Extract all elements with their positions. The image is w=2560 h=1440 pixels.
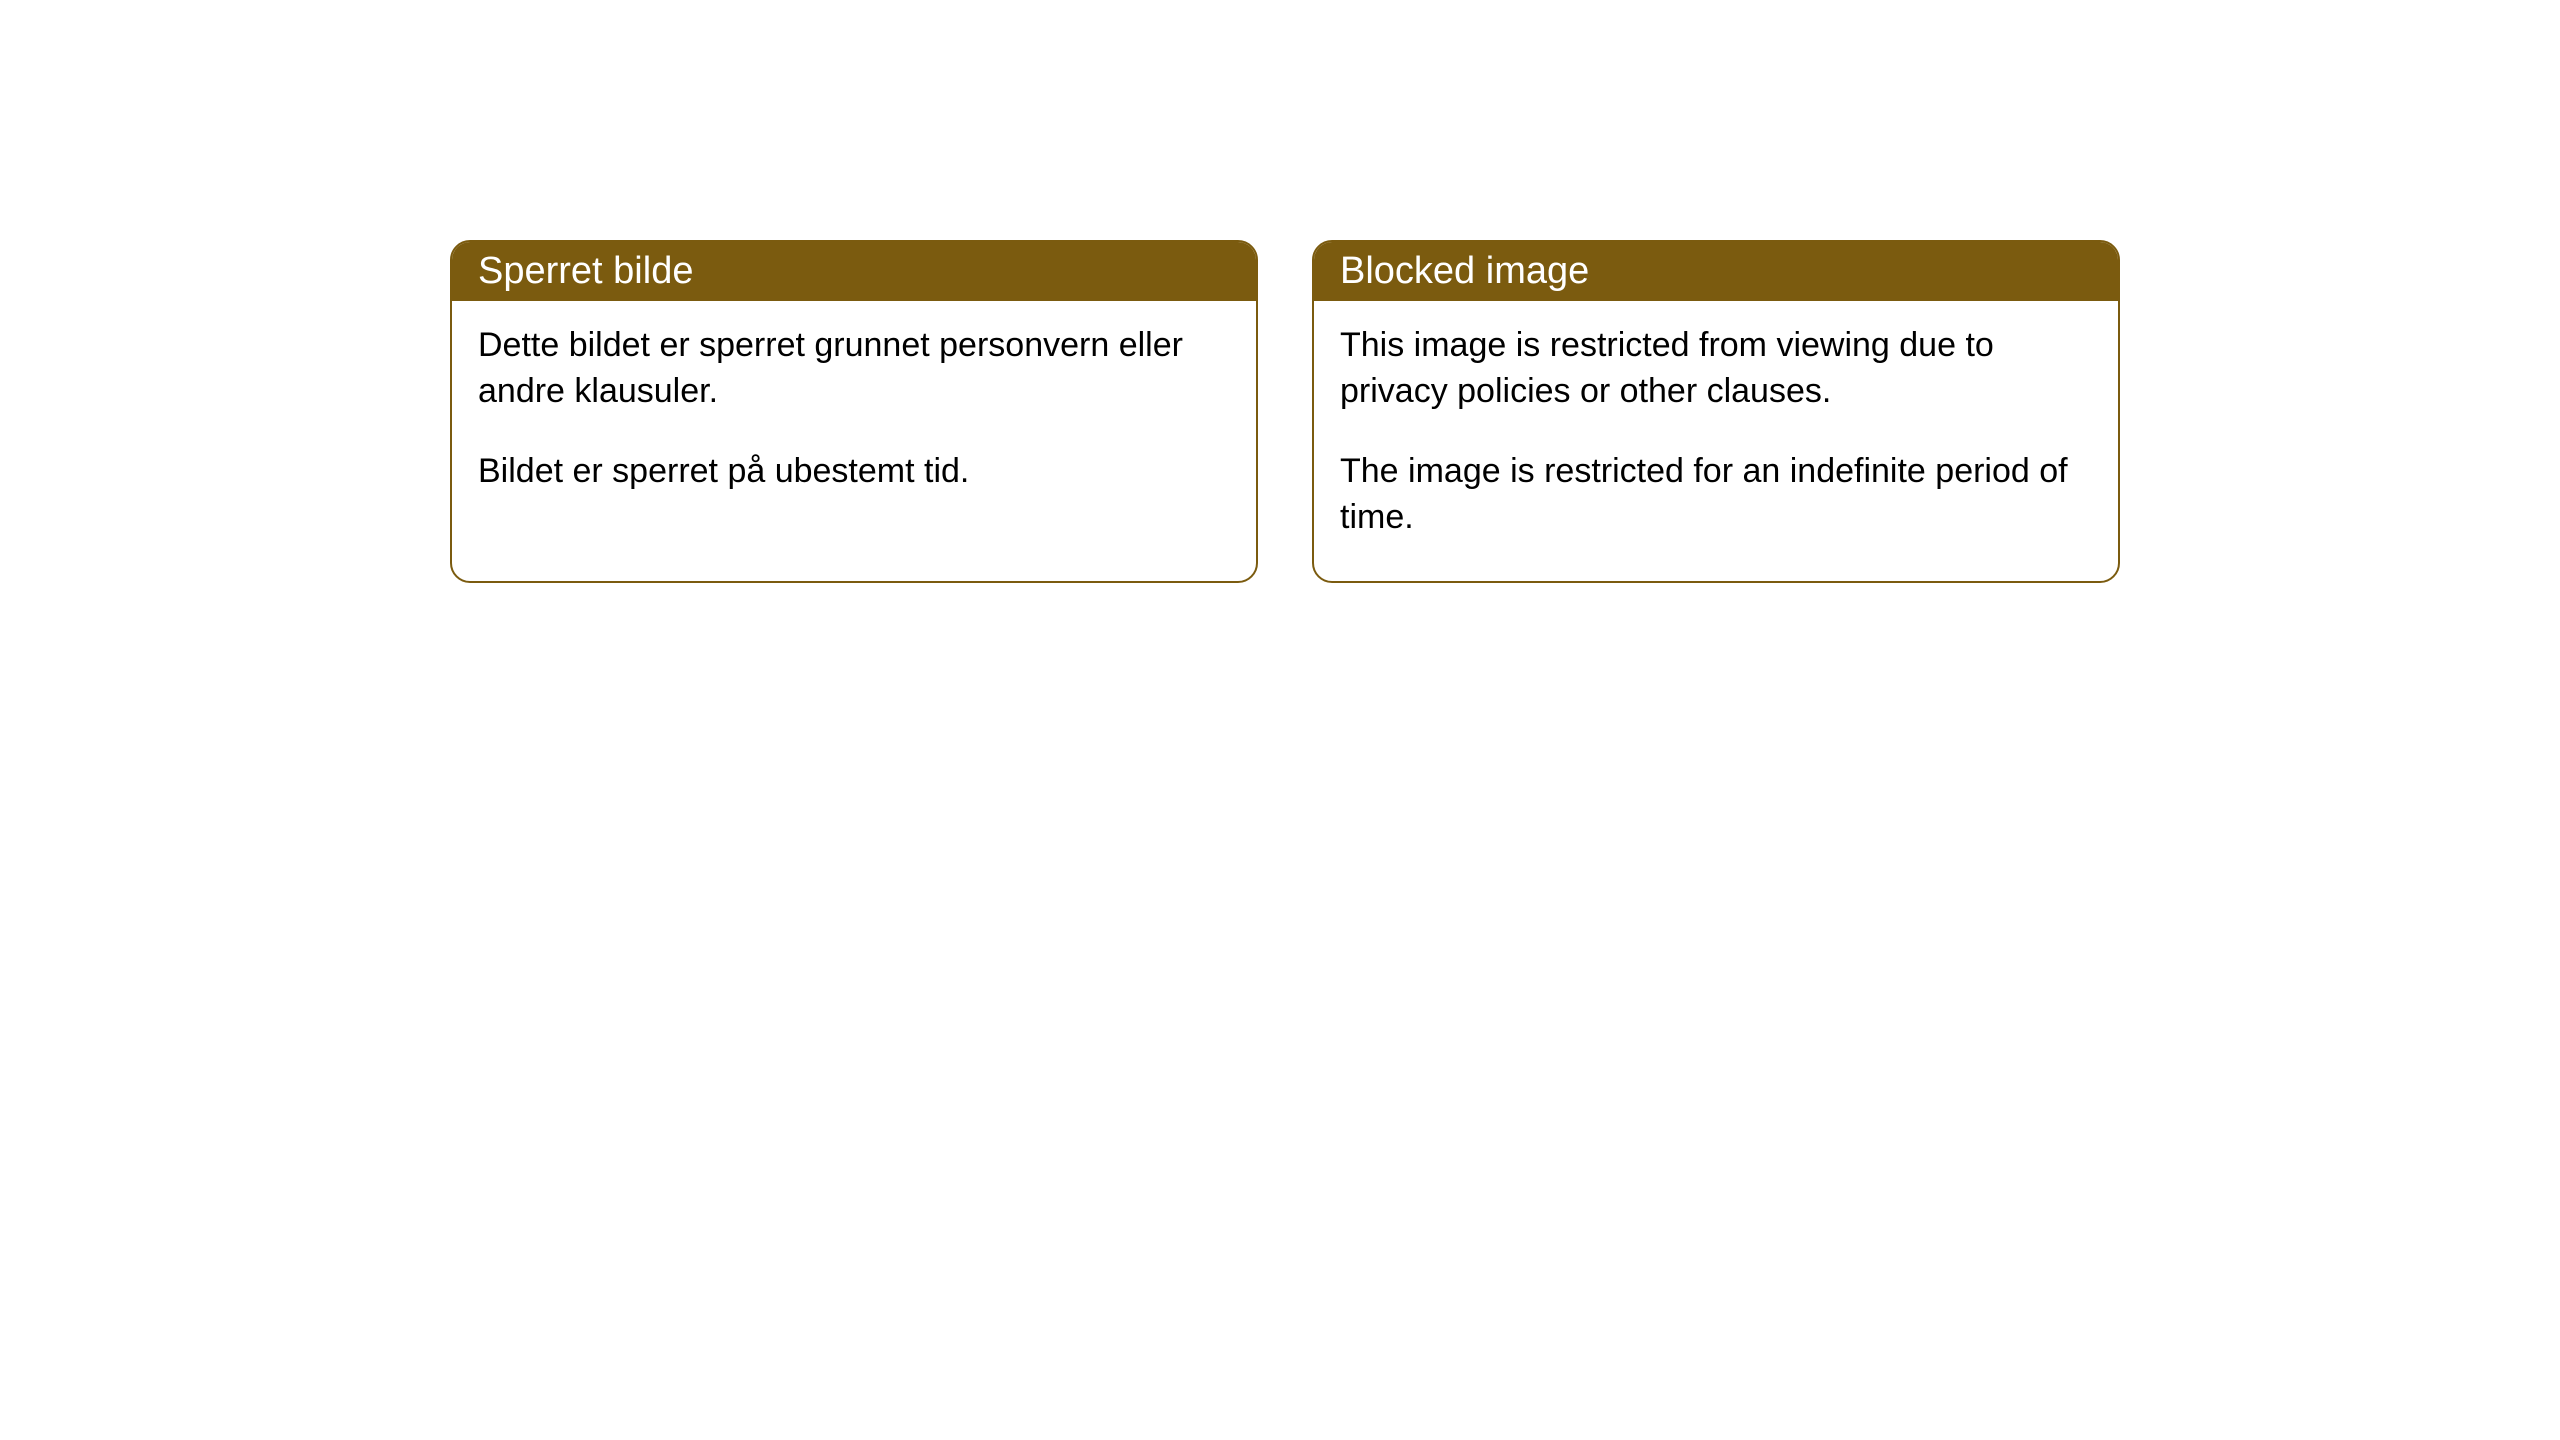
cards-container: Sperret bilde Dette bildet er sperret gr… <box>450 240 2120 583</box>
card-text-norwegian-1: Dette bildet er sperret grunnet personve… <box>478 323 1230 415</box>
card-header-norwegian: Sperret bilde <box>452 242 1256 301</box>
card-body-norwegian: Dette bildet er sperret grunnet personve… <box>452 301 1256 535</box>
card-english: Blocked image This image is restricted f… <box>1312 240 2120 583</box>
card-norwegian: Sperret bilde Dette bildet er sperret gr… <box>450 240 1258 583</box>
card-body-english: This image is restricted from viewing du… <box>1314 301 2118 581</box>
card-text-norwegian-2: Bildet er sperret på ubestemt tid. <box>478 449 1230 495</box>
card-text-english-1: This image is restricted from viewing du… <box>1340 323 2092 415</box>
card-text-english-2: The image is restricted for an indefinit… <box>1340 449 2092 541</box>
card-header-english: Blocked image <box>1314 242 2118 301</box>
